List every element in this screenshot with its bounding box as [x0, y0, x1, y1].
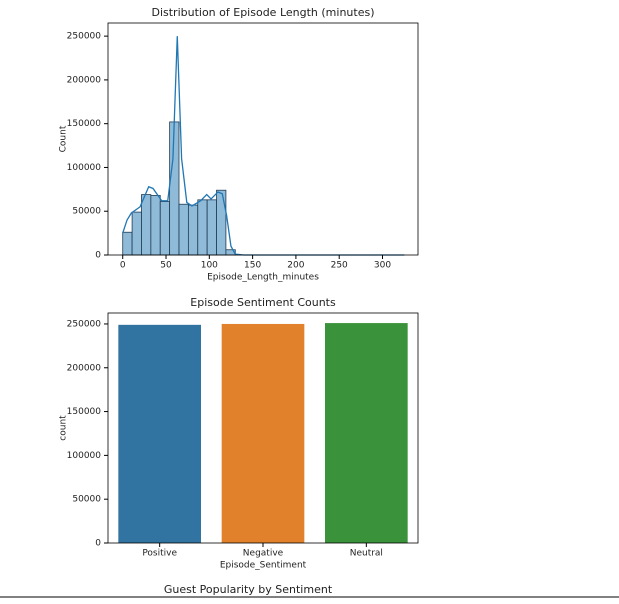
bar	[325, 323, 408, 543]
x-tick-label: 0	[120, 261, 126, 271]
x-axis-label: Episode_Sentiment	[220, 561, 307, 571]
x-tick-label: 100	[201, 261, 218, 271]
histogram-bar	[188, 205, 197, 255]
y-tick-label: 0	[95, 539, 101, 549]
histogram-bar	[198, 200, 207, 255]
chart-title: Distribution of Episode Length (minutes)	[151, 6, 374, 19]
histogram-bar	[207, 200, 216, 255]
y-axis-label: Count	[59, 125, 69, 152]
histogram-bar	[123, 232, 132, 255]
x-tick-label: 200	[287, 261, 304, 271]
histogram-bar	[160, 202, 169, 255]
y-tick-label: 0	[95, 251, 101, 261]
y-tick-label: 50000	[72, 495, 101, 505]
y-tick-label: 250000	[67, 32, 102, 42]
y-tick-label: 100000	[67, 163, 102, 173]
histogram-bar	[151, 195, 160, 255]
next-chart-title: Guest Popularity by Sentiment	[164, 583, 333, 596]
histogram-bar	[179, 204, 188, 255]
y-tick-label: 50000	[72, 207, 101, 217]
histogram-bar	[132, 212, 141, 255]
y-tick-label: 200000	[67, 363, 102, 373]
y-tick-label: 150000	[67, 119, 102, 129]
histogram-bar	[170, 122, 179, 255]
y-tick-label: 150000	[67, 407, 102, 417]
x-axis-label: Episode_Length_minutes	[207, 273, 319, 283]
bar	[118, 325, 201, 543]
x-tick-label: Positive	[142, 549, 177, 559]
x-tick-label: Negative	[243, 549, 284, 559]
histogram-bar	[217, 190, 226, 255]
histogram-bar	[141, 195, 150, 255]
x-tick-label: 300	[374, 261, 391, 271]
x-tick-label: 250	[331, 261, 348, 271]
y-tick-label: 200000	[67, 75, 102, 85]
x-tick-label: Neutral	[350, 549, 383, 559]
chart-title: Episode Sentiment Counts	[190, 296, 336, 309]
x-tick-label: 150	[244, 261, 261, 271]
bar	[222, 324, 305, 543]
x-tick-label: 50	[160, 261, 172, 271]
y-tick-label: 250000	[67, 319, 102, 329]
y-tick-label: 100000	[67, 451, 102, 461]
y-axis-label: count	[59, 415, 69, 441]
